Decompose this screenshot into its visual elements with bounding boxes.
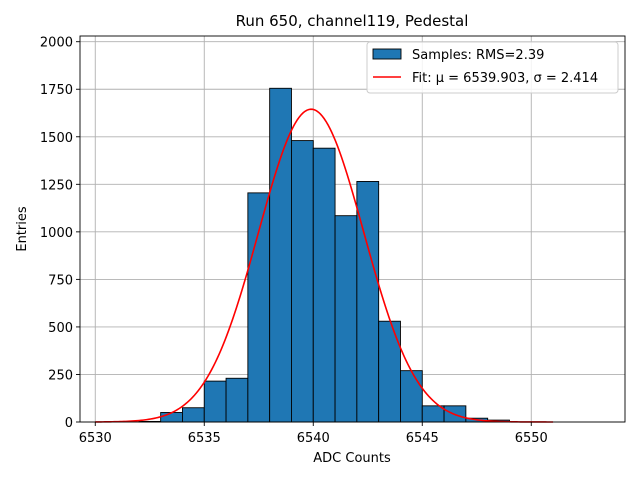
histogram-bar xyxy=(160,412,183,423)
legend-samples-patch xyxy=(372,48,402,60)
y-tick-label: 0 xyxy=(65,416,73,431)
y-tick-label: 1250 xyxy=(40,178,73,193)
histogram-bar xyxy=(225,377,249,423)
y-tick-label: 1000 xyxy=(40,226,73,241)
x-axis-label: ADC Counts xyxy=(313,451,391,466)
x-tick-label: 6535 xyxy=(188,431,221,446)
legend-box xyxy=(366,41,619,94)
plot-frame xyxy=(79,35,626,423)
y-tick-label: 2000 xyxy=(40,36,73,51)
y-tick-label: 1750 xyxy=(40,83,73,98)
y-tick-label: 1500 xyxy=(40,131,73,146)
x-tick-label: 6545 xyxy=(406,431,439,446)
y-axis-label: Entries xyxy=(15,206,30,252)
histogram-bar xyxy=(334,215,358,423)
histogram-bar xyxy=(182,407,205,423)
y-tick-label: 750 xyxy=(48,273,73,288)
legend-samples-label: Samples: RMS=2.39 xyxy=(412,48,544,63)
y-tick-label: 500 xyxy=(48,321,73,336)
x-tick-label: 6550 xyxy=(515,431,548,446)
fit-curve xyxy=(95,108,554,423)
legend: Samples: RMS=2.39 Fit: μ = 6539.903, σ =… xyxy=(366,41,619,94)
y-axis-ticks: 0 250 500 750 1000 1250 1500 1750 2000 xyxy=(40,36,80,431)
histogram-bar xyxy=(247,192,271,423)
y-tick-label: 250 xyxy=(48,368,73,383)
histogram-bar xyxy=(421,405,445,423)
histogram-bars xyxy=(138,87,510,423)
x-axis-ticks: 6530 6535 6540 6545 6550 xyxy=(79,422,548,446)
histogram-bar xyxy=(378,320,401,423)
histogram-bar xyxy=(203,380,227,423)
chart-title: Run 650, channel119, Pedestal xyxy=(236,12,469,30)
x-tick-label: 6530 xyxy=(79,431,112,446)
histogram-bar xyxy=(291,140,314,423)
histogram-bar xyxy=(312,147,336,423)
x-tick-label: 6540 xyxy=(297,431,330,446)
histogram-bar xyxy=(400,370,423,423)
legend-fit-label: Fit: μ = 6539.903, σ = 2.414 xyxy=(412,71,598,86)
